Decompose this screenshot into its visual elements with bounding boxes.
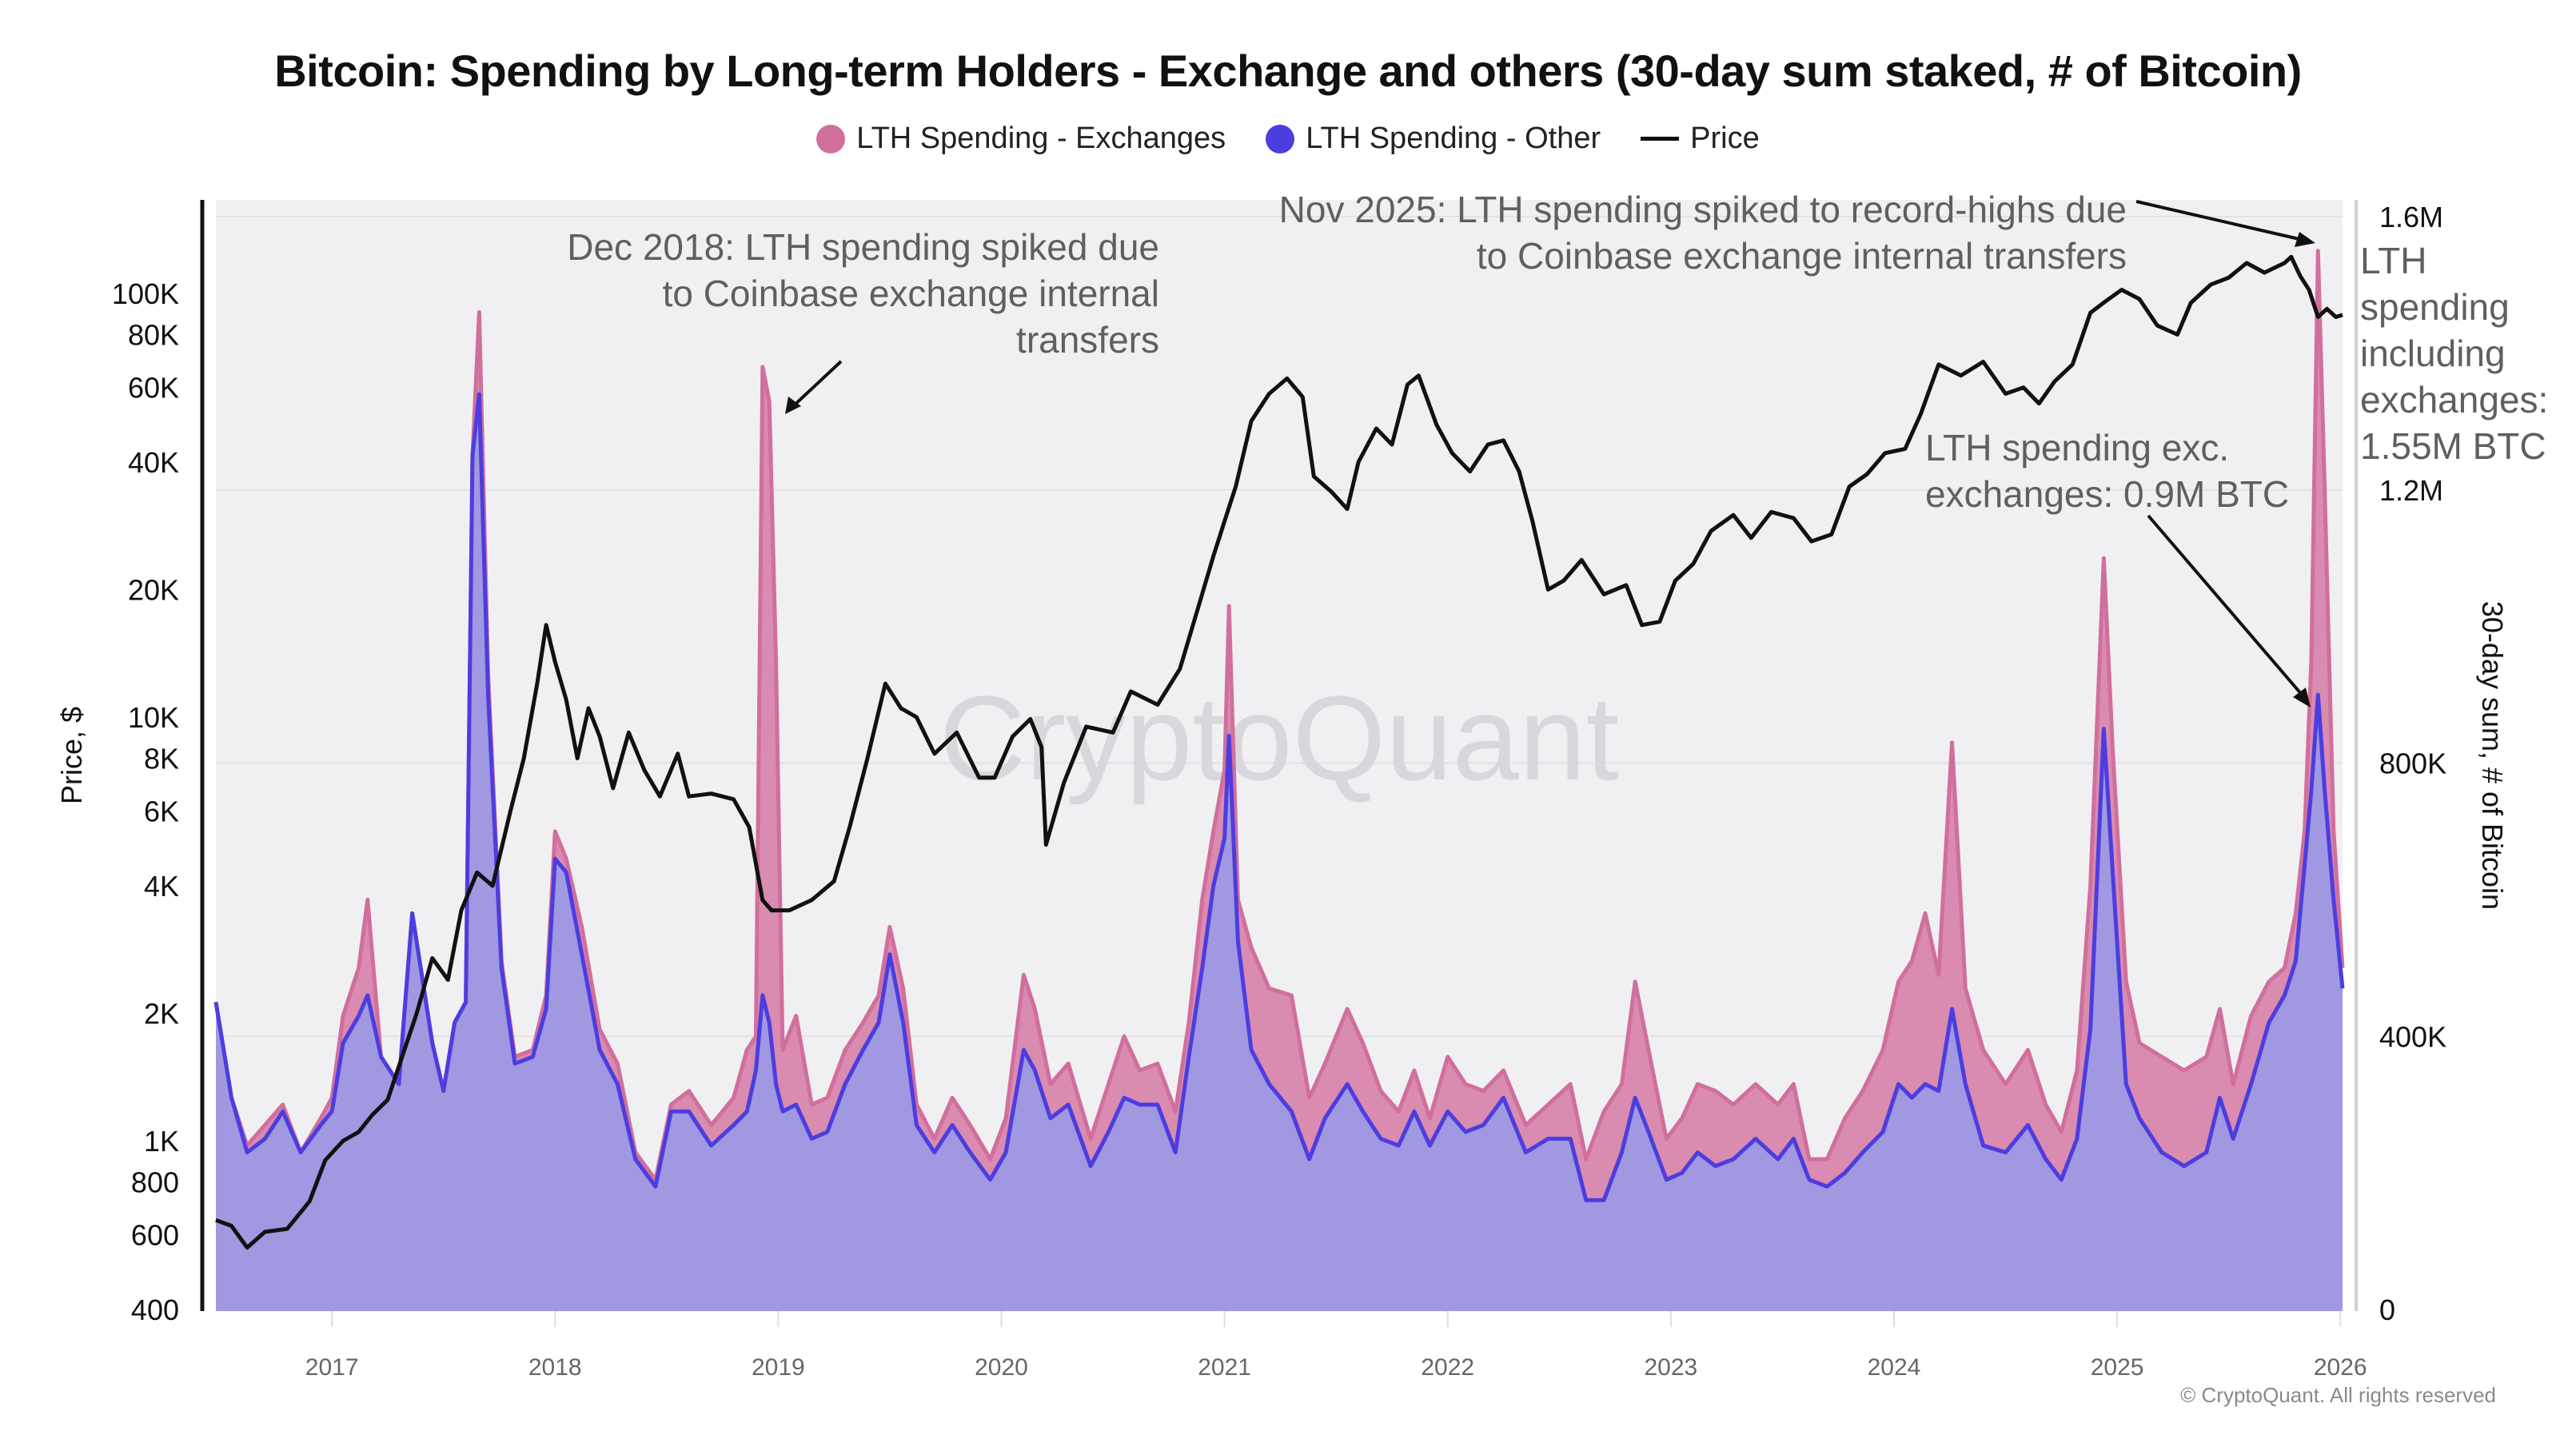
right-tick-label: 800K: [2379, 747, 2446, 780]
arrowhead-icon: [2295, 232, 2315, 247]
x-tick-label: 2024: [1868, 1354, 1921, 1381]
right-axis-ticks: 1.6M 1.2M 800K 400K 0: [2379, 201, 2446, 1326]
chart-title: Bitcoin: Spending by Long-term Holders -…: [274, 46, 2302, 96]
right-tick-label: 1.6M: [2379, 201, 2443, 233]
legend-item-price[interactable]: Price: [1641, 122, 1760, 156]
x-tick-label: 2023: [1644, 1354, 1697, 1381]
legend-item-exchanges[interactable]: LTH Spending - Exchanges: [816, 122, 1226, 156]
annotation-line: exchanges: 0.9M BTC: [1925, 473, 2289, 515]
left-tick-label: 10K: [128, 701, 179, 734]
left-tick-label: 40K: [128, 446, 179, 479]
line-icon: [1641, 137, 1680, 141]
left-tick-label: 400: [131, 1294, 179, 1326]
right-tick-label: 0: [2379, 1294, 2395, 1326]
legend-label: Price: [1690, 122, 1760, 155]
watermark: CryptoQuant: [939, 671, 1619, 805]
left-tick-label: 2K: [144, 998, 179, 1030]
x-tick-label: 2018: [528, 1354, 582, 1381]
series-line: [213, 249, 2345, 1182]
left-axis-ticks: 100K 80K 60K 40K 20K 10K 8K 6K 4K 2K 1K 800 600 400: [112, 277, 179, 1326]
x-tick-label: 2020: [975, 1354, 1028, 1381]
annotation-line: exchanges:: [2360, 379, 2548, 421]
arrowhead-icon: [785, 397, 801, 414]
price-line: [215, 254, 2343, 1250]
annotation-line: LTH: [2360, 240, 2427, 281]
legend-label: LTH Spending - Exchanges: [856, 122, 1226, 155]
left-tick-label: 6K: [144, 795, 179, 828]
arrowhead-icon: [2293, 688, 2311, 708]
left-tick-label: 80K: [128, 318, 179, 351]
annotation-including-exchanges: LTH spending including exchanges: 1.55M …: [2360, 240, 2548, 467]
copyright: © CryptoQuant. All rights reserved: [2180, 1383, 2496, 1407]
left-tick-label: 4K: [144, 870, 179, 903]
left-tick-label: 60K: [128, 372, 179, 405]
annotation-line: including: [2360, 333, 2506, 374]
left-axis-label: Price, $: [55, 707, 88, 804]
left-tick-label: 1K: [144, 1125, 179, 1158]
x-tick-label: 2017: [305, 1354, 359, 1381]
x-tick-label: 2021: [1198, 1354, 1251, 1381]
legend-label: LTH Spending - Other: [1306, 122, 1601, 155]
right-tick-label: 400K: [2379, 1020, 2446, 1053]
left-tick-label: 100K: [112, 277, 179, 310]
arrow: [2135, 200, 2303, 241]
annotation-line: LTH spending exc.: [1925, 427, 2229, 468]
annotation-line: transfers: [1016, 319, 1159, 361]
x-tick-label: 2022: [1421, 1354, 1474, 1381]
annotation-line: Dec 2018: LTH spending spiked due: [567, 226, 1159, 268]
legend-item-other[interactable]: LTH Spending - Other: [1266, 122, 1601, 156]
x-axis-ticks: 2017 2018 2019 2020 2021 2022 2023 2024 2025 2026: [305, 1311, 2367, 1381]
left-tick-label: 8K: [144, 742, 179, 775]
legend: LTH Spending - Exchanges LTH Spending - …: [0, 122, 2576, 156]
x-tick-label: 2026: [2314, 1354, 2367, 1381]
annotation-line: to Coinbase exchange internal: [663, 273, 1159, 314]
annotation-excluding-exchanges: LTH spending exc. exchanges: 0.9M BTC: [1925, 427, 2311, 708]
x-tick-label: 2025: [2091, 1354, 2144, 1381]
blue-dot-icon: [1266, 124, 1295, 153]
arrow: [2147, 514, 2304, 697]
x-tick-label: 2019: [752, 1354, 805, 1381]
left-tick-label: 20K: [128, 574, 179, 607]
pink-dot-icon: [816, 124, 846, 153]
left-tick-label: 600: [131, 1219, 179, 1252]
left-tick-label: 800: [131, 1166, 179, 1198]
annotation-dec2018: Dec 2018: LTH spending spiked due to Coi…: [567, 226, 1159, 414]
series-area-fill: [216, 394, 2343, 1312]
arrow: [790, 360, 843, 409]
annotation-line: to Coinbase exchange internal transfers: [1477, 235, 2127, 277]
series-areas: [213, 249, 2345, 1312]
price-series: [215, 254, 2343, 1250]
right-tick-label: 1.2M: [2379, 474, 2443, 507]
annotation-line: 1.55M BTC: [2360, 425, 2546, 467]
right-axis-label: 30-day sum, # of Bitcoin: [2476, 601, 2509, 910]
annotation-line: spending: [2360, 286, 2510, 328]
annotation-line: Nov 2025: LTH spending spiked to record-…: [1279, 189, 2127, 230]
series-line: [213, 392, 2345, 1202]
annotation-nov2025: Nov 2025: LTH spending spiked to record-…: [1279, 189, 2315, 277]
